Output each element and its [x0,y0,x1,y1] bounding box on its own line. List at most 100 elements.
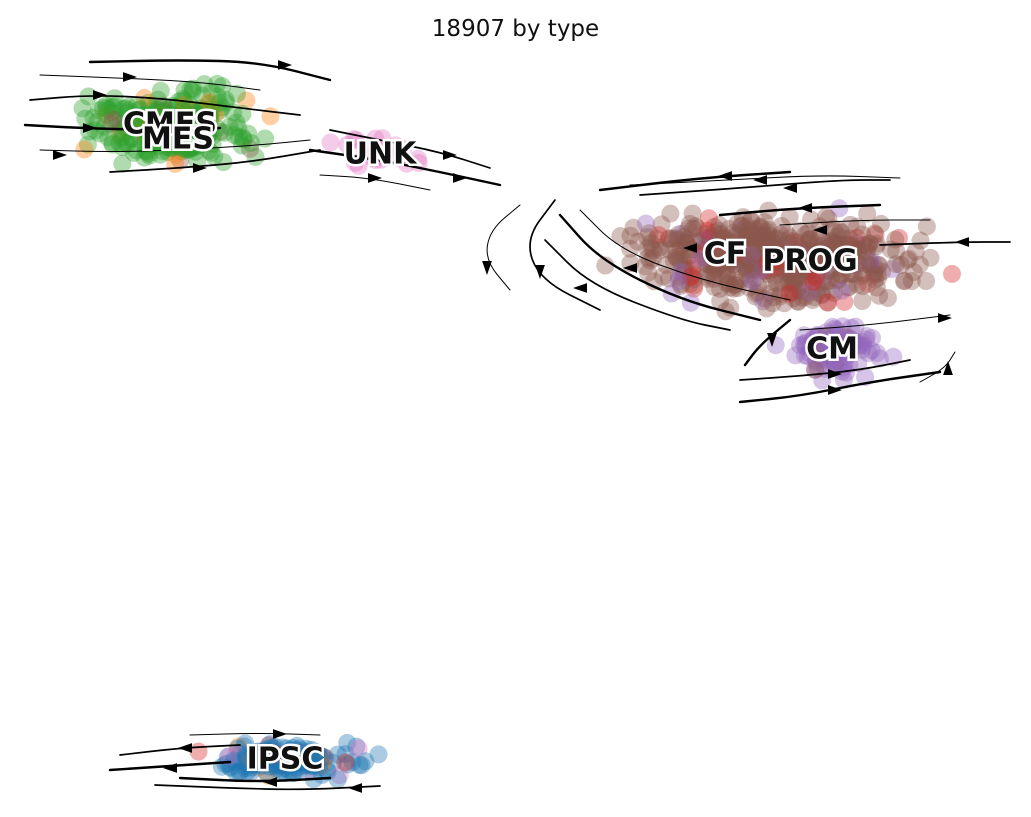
cell-point [803,291,822,310]
cell-point [891,256,910,274]
cell-point [596,256,615,275]
cell-point [229,737,248,756]
cell-point [661,204,680,223]
cell-point [724,223,743,242]
cell-point [807,343,826,362]
cell-point [851,336,869,355]
cell-point [829,235,848,254]
cell-point [812,249,831,268]
cell-point [180,131,199,150]
cell-point [174,112,193,131]
cell-point [369,143,388,162]
cell-point [169,92,188,111]
cell-point [163,138,182,157]
cell-point [806,353,825,372]
cell-point [297,739,316,758]
cell-point [166,129,185,147]
cell-point [917,217,936,236]
cell-point [697,249,716,268]
cell-point [711,292,730,311]
cell-point [318,760,336,779]
cell-point [813,371,832,390]
cell-point [728,257,746,275]
cell-point [302,755,321,774]
cell-point [834,250,853,269]
cell-point [819,232,838,251]
cell-point [158,135,177,154]
cell-point [776,251,795,270]
cell-point [726,243,745,262]
cell-point [176,131,195,150]
cell-point [294,744,313,763]
cell-point [784,289,803,308]
cell-point [266,752,285,771]
cluster-points-prog [639,199,961,321]
cell-point [174,131,193,150]
cell-point [848,275,867,294]
cell-point [99,128,118,147]
cell-point [725,254,744,273]
cell-point [699,255,718,274]
cell-point [863,329,881,347]
cell-point [840,355,859,374]
cell-point [652,215,671,234]
cell-point [364,143,383,162]
cell-point [759,264,778,283]
cell-point [857,330,875,349]
cell-point [362,148,381,167]
cell-point [137,110,156,129]
cell-point [621,239,640,258]
cell-point [163,97,182,115]
cell-point [812,241,831,260]
cell-point [796,261,815,280]
cell-point [830,199,849,218]
cell-point [799,262,818,280]
cell-point [701,239,720,258]
cell-point [294,748,312,767]
cell-point [231,762,250,781]
cell-point [827,330,846,349]
cell-point [899,249,918,268]
cell-point [265,757,284,776]
cell-point [833,317,852,336]
cell-point [858,274,877,293]
cell-point [697,230,716,249]
cell-point [826,327,845,346]
cell-point [828,339,846,358]
cell-point [186,142,205,161]
cell-point [765,267,784,286]
cell-point [130,100,149,119]
cell-point [780,261,799,280]
cell-point [228,739,247,758]
cell-point [754,252,773,271]
streamline-arrowhead [263,777,277,787]
cell-point [95,117,114,136]
chart-title: 18907 by type [431,16,600,42]
cell-point [279,744,298,763]
cell-point [104,110,122,129]
cell-point [233,128,252,147]
cell-point [684,219,703,238]
cell-point [886,230,905,249]
cell-point [865,263,884,282]
cell-point [762,237,781,255]
cell-point [833,333,852,352]
cell-point [825,339,844,358]
cell-point [711,244,730,263]
cell-point [710,229,729,248]
cell-point [866,270,885,289]
cell-point [819,345,838,364]
velocity-streamline [154,784,381,791]
cell-point [752,253,771,272]
cell-point [216,90,235,109]
cell-point [752,249,771,268]
cell-point [310,751,329,770]
cell-point [214,153,233,172]
cell-point [88,112,107,131]
cluster-points-cmes [73,75,280,173]
cell-point [800,230,818,249]
cell-point [241,758,260,777]
cell-point [266,745,285,764]
cell-point [803,272,822,291]
cell-point [134,114,153,133]
